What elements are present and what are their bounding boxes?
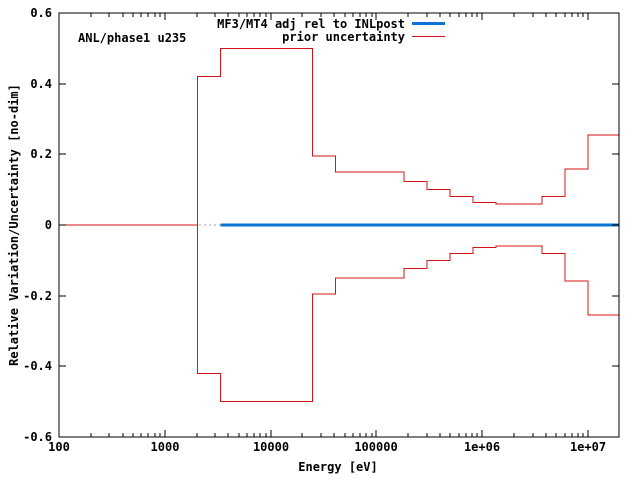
blue-line-sample — [412, 22, 445, 25]
legend-label: MF3/MT4 adj rel to INLpost — [217, 16, 405, 31]
x-tick-label: 1000 — [150, 440, 180, 454]
red-line-sample — [412, 36, 445, 37]
x-tick-label: 100000 — [354, 440, 398, 454]
legend: MF3/MT4 adj rel to INLpost prior uncerta… — [217, 16, 445, 44]
x-tick-label: 1e+06 — [463, 440, 501, 454]
legend-label: prior uncertainty — [282, 29, 405, 44]
x-tick-label: 100 — [48, 440, 70, 454]
y-tick-label: -0.4 — [23, 359, 52, 373]
y-tick-label: 0.4 — [30, 77, 52, 91]
prior-uncertainty-lower-curve — [59, 224, 619, 403]
y-tick-label: 0 — [44, 218, 52, 232]
legend-item-prior: prior uncertainty — [217, 29, 445, 44]
x-tick-label: 10000 — [252, 440, 290, 454]
legend-item-adjustment: MF3/MT4 adj rel to INLpost — [217, 16, 445, 31]
y-tick-label: 0.2 — [30, 147, 52, 161]
plot-border — [58, 12, 620, 438]
x-axis-title: Energy [eV] — [298, 460, 378, 474]
y-tick-label: -0.6 — [23, 430, 52, 444]
dataset-label: ANL/phase1 u235 — [78, 31, 187, 45]
y-tick-label: -0.2 — [23, 289, 52, 303]
y-tick-label: 0.6 — [30, 6, 52, 20]
x-tick-label: 1e+07 — [569, 440, 607, 454]
prior-uncertainty-curve — [59, 47, 619, 226]
